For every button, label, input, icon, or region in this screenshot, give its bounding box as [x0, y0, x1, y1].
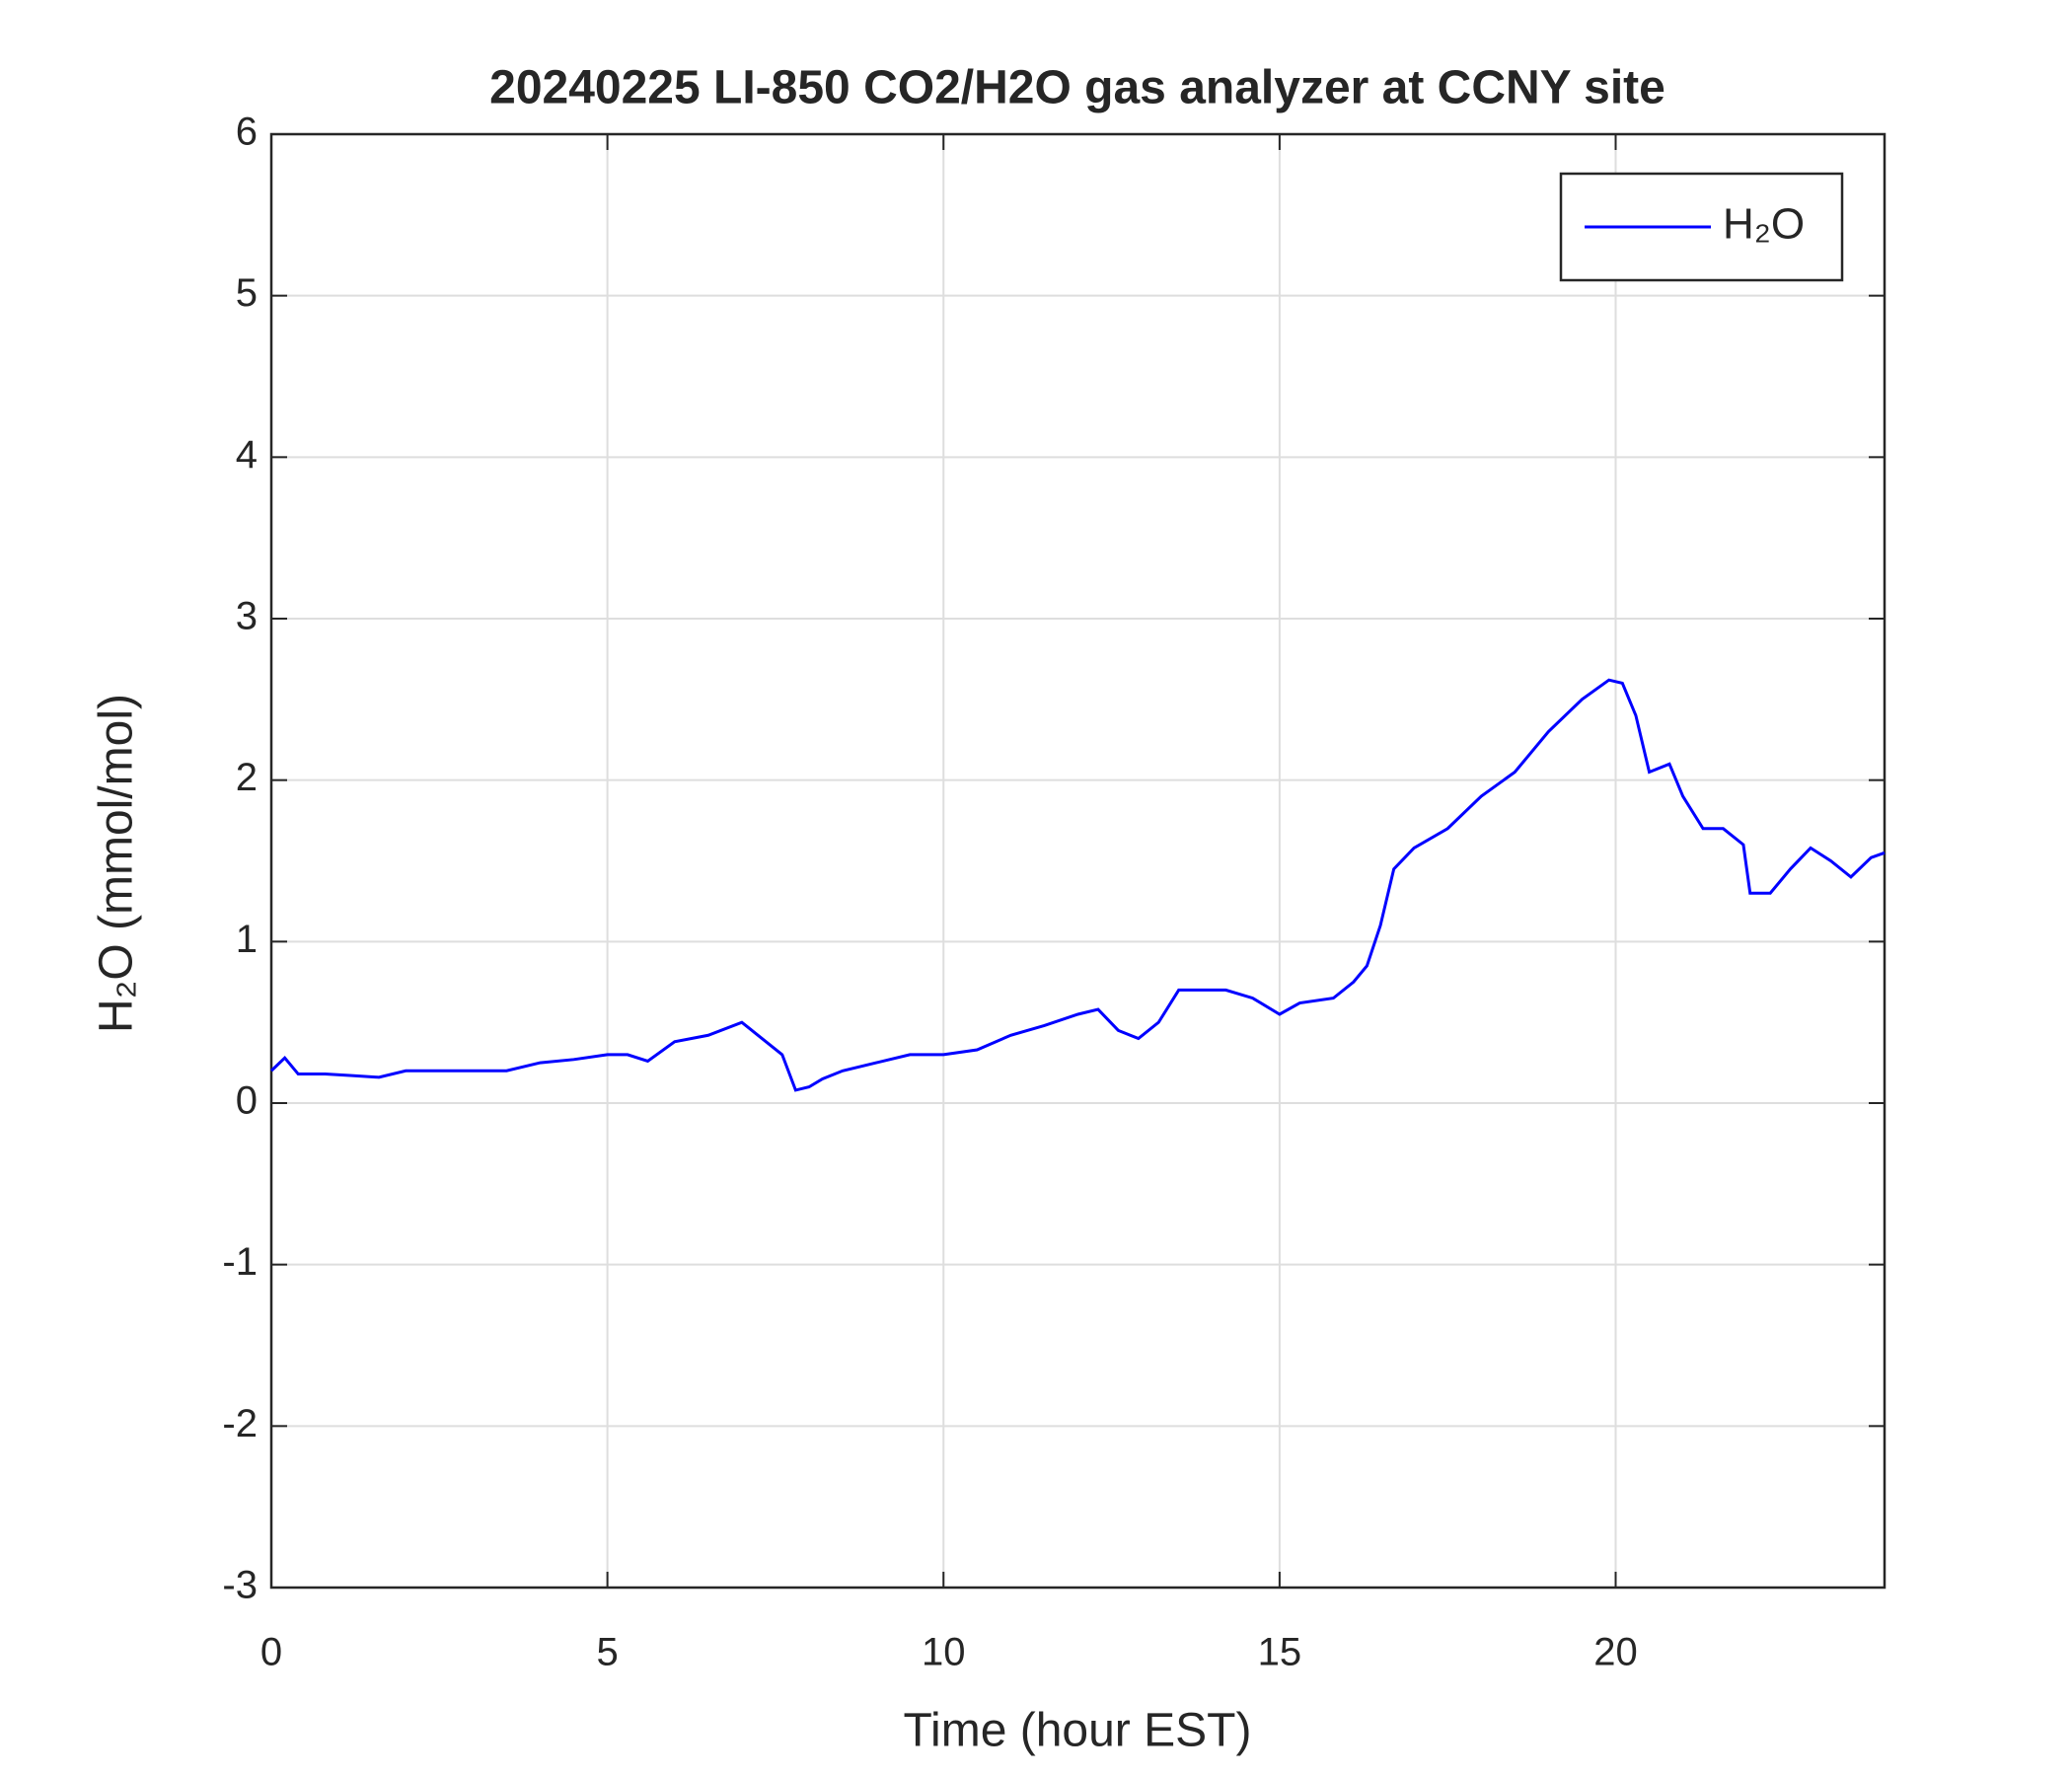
y-tick-label: 1	[236, 918, 258, 961]
x-tick-label: 20	[1593, 1631, 1638, 1674]
y-tick-label: 2	[236, 756, 258, 799]
x-tick-label: 15	[1258, 1631, 1302, 1674]
y-tick-label: 5	[236, 271, 258, 315]
legend-label: H₂O	[1723, 200, 1805, 249]
y-tick-label: -2	[222, 1402, 258, 1445]
y-tick-label: -3	[222, 1564, 258, 1607]
x-tick-label: 5	[597, 1631, 619, 1674]
x-axis-label: Time (hour EST)	[904, 1705, 1252, 1757]
y-axis-label: H₂O (mmol/mol)	[91, 694, 143, 1033]
y-tick-label: 4	[236, 433, 258, 477]
y-tick-label: 6	[236, 111, 258, 154]
plot-frame	[269, 132, 1887, 1590]
data-line	[269, 678, 1886, 1092]
chart-title: 20240225 LI-850 CO2/H2O gas analyzer at …	[489, 62, 1665, 114]
y-tick-label: 0	[236, 1079, 258, 1123]
x-tick-label: 0	[260, 1631, 282, 1674]
x-tick-label: 10	[922, 1631, 966, 1674]
y-tick-label: 3	[236, 595, 258, 638]
y-tick-label: -1	[222, 1240, 258, 1284]
